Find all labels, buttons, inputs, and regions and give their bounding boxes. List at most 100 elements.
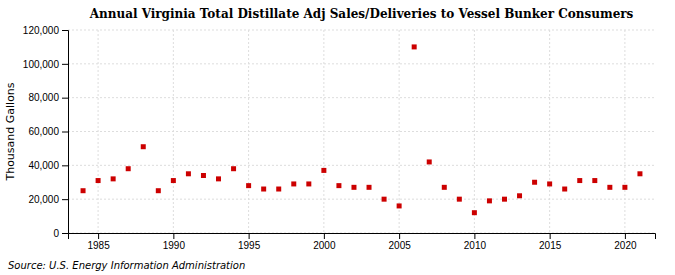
y-tick: 100,000 [23,59,68,70]
x-tick-mark [550,233,551,239]
x-tick: 2010 [464,233,487,251]
point [562,187,567,192]
y-tick-label: 120,000 [23,25,60,36]
point [186,171,191,176]
x-tick-mark [474,233,475,239]
y-tick-label: 100,000 [23,59,60,70]
point [577,178,582,183]
y-tick-label: 80,000 [28,92,59,103]
x-tick-label: 1985 [87,240,110,251]
point [111,176,116,181]
x-tick: 2015 [539,233,562,251]
x-tick-label: 2020 [614,240,637,251]
point [351,185,356,190]
y-axis-title: Thousand Gallons [4,82,17,181]
point [321,168,326,173]
point [367,185,372,190]
x-tick-label: 1995 [238,240,261,251]
point [306,181,311,186]
y-tick-mark [62,98,68,99]
x-tick-label: 2005 [389,240,412,251]
y-tick-mark [62,132,68,133]
y-tick-label: 60,000 [28,126,59,137]
x-axis-line [69,234,656,240]
y-tick-mark [62,233,68,234]
y-axis-line [62,31,69,234]
y-tick: 0 [53,228,68,239]
x-tick-label: 1990 [163,240,186,251]
y-tick: 120,000 [23,25,68,36]
title: Annual Virginia Total Distillate Adj Sal… [89,7,634,21]
x-tick: 1985 [87,233,110,251]
y-tick-label: 0 [53,228,59,239]
x-tick-mark [173,233,174,239]
point [156,188,161,193]
point [457,197,462,202]
point [487,198,492,203]
point [412,44,417,49]
point [637,171,642,176]
y-tick-mark [62,64,68,65]
point [231,166,236,171]
point [472,210,477,215]
y-tick-mark [62,199,68,200]
source: Source: U.S. Energy Information Administ… [8,260,245,271]
point [382,197,387,202]
y-grid-line [68,97,655,98]
y-tick-mark [62,165,68,166]
y-tick: 40,000 [28,160,68,171]
point [96,178,101,183]
chart: 1985 1990 1995 2000 2005 2010 2015 2020 0 20,000 4… [0,0,675,275]
point [81,188,86,193]
point [592,178,597,183]
x-tick-label: 2000 [313,240,336,251]
x-tick: 2005 [389,233,412,251]
point [532,180,537,185]
point [517,193,522,198]
x-tick-mark [625,233,626,239]
x-tick-label: 2015 [539,240,562,251]
point [201,173,206,178]
x-tick: 2000 [313,233,336,251]
y-grid-line [68,199,655,200]
y-tick-label: 40,000 [28,160,59,171]
y-grid-line [68,63,655,64]
point [607,185,612,190]
y-tick-label: 20,000 [28,194,59,205]
point [622,185,627,190]
point [126,166,131,171]
point [141,144,146,149]
point [336,183,341,188]
x-tick-label: 2010 [464,240,487,251]
point [397,203,402,208]
plot: 1985 1990 1995 2000 2005 2010 2015 2020 0 20,000 4… [23,25,656,251]
y-grid-line [68,131,655,132]
points [81,44,643,215]
x-tick-mark [399,233,400,239]
x-axis: 1985 1990 1995 2000 2005 2010 2015 2020 [69,233,656,251]
y-tick: 60,000 [28,126,68,137]
x-grid-line [474,30,475,233]
x-tick-mark [324,233,325,239]
point [171,178,176,183]
y-tick: 80,000 [28,92,68,103]
point [276,187,281,192]
x-tick: 2020 [614,233,637,251]
y-tick-mark [62,30,68,31]
point [246,183,251,188]
x-tick: 1990 [163,233,186,251]
point [216,176,221,181]
x-tick-mark [249,233,250,239]
x-tick: 1995 [238,233,261,251]
y-grid-line [68,30,655,31]
grid [68,30,655,233]
point [427,159,432,164]
point [261,187,266,192]
point [547,181,552,186]
y-axis: 0 20,000 40,000 60,000 80,000 100,000 120,000 [23,25,69,239]
x-grid-line [399,30,400,233]
y-grid-line [68,165,655,166]
point [442,185,447,190]
x-tick-mark [98,233,99,239]
point [502,197,507,202]
